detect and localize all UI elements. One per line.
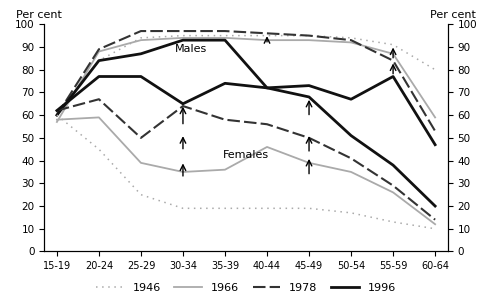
Text: Females: Females xyxy=(223,150,269,160)
Text: Males: Males xyxy=(175,44,208,54)
Y-axis label: Per cent: Per cent xyxy=(430,10,476,20)
Legend: 1946, 1966, 1978, 1996: 1946, 1966, 1978, 1996 xyxy=(92,278,400,298)
Y-axis label: Per cent: Per cent xyxy=(16,10,62,20)
